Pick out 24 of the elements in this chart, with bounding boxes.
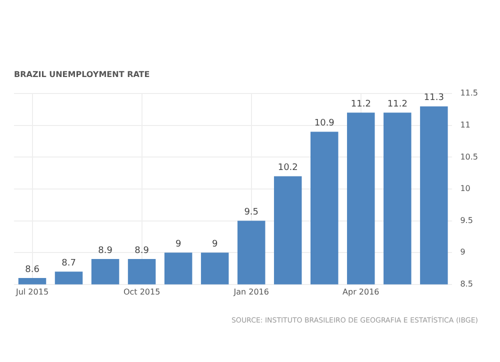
x-tick-label: Oct 2015 <box>123 287 160 296</box>
chart-title: BRAZIL UNEMPLOYMENT RATE <box>14 70 150 79</box>
y-tick-label: 10 <box>460 184 470 194</box>
data-label: 9.5 <box>244 208 259 218</box>
x-tick-label: Jul 2015 <box>14 287 49 296</box>
y-tick-label: 10.5 <box>460 152 478 162</box>
data-label: 8.7 <box>62 258 76 269</box>
data-label: 10.9 <box>314 118 335 129</box>
data-label: 8.9 <box>134 246 150 256</box>
y-tick-label: 11.5 <box>460 88 478 98</box>
data-label: 11.3 <box>424 93 444 104</box>
data-label: 8.6 <box>25 264 40 275</box>
y-tick-label: 8.5 <box>460 279 473 288</box>
y-tick-label: 9 <box>460 248 466 257</box>
y-tick-label: 9.5 <box>460 216 473 225</box>
x-tick-label: Jan 2016 <box>232 287 269 296</box>
data-label: 11.2 <box>350 100 371 110</box>
data-label: 9 <box>175 239 182 250</box>
data-label: 10.2 <box>278 163 298 174</box>
data-label: 9 <box>212 239 218 250</box>
data-label: 11.2 <box>387 100 408 110</box>
y-tick-label: 11 <box>460 120 470 130</box>
x-tick-label: Apr 2016 <box>342 287 380 296</box>
data-label: 8.9 <box>98 246 113 256</box>
